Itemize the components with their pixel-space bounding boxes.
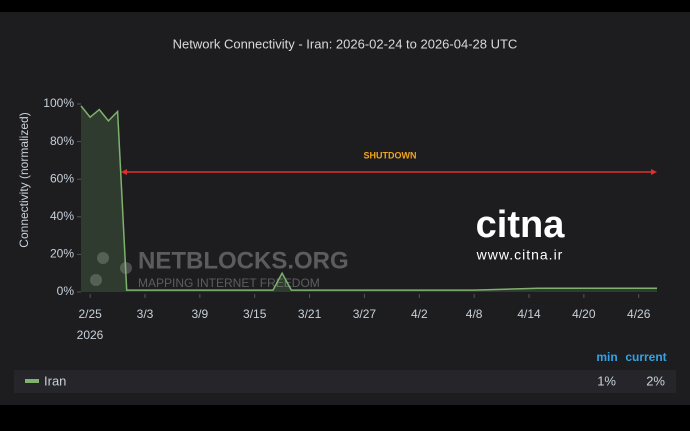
legend-row	[14, 370, 676, 393]
legend-label: Iran	[44, 373, 66, 388]
y-tick-label: 0%	[57, 284, 75, 298]
legend-header: min	[596, 350, 617, 364]
citna-url: www.citna.ir	[476, 247, 564, 263]
watermark-text: NETBLOCKS.ORG	[138, 247, 349, 274]
x-tick-label: 3/15	[243, 307, 267, 321]
line	[80, 105, 657, 291]
chart-title: Network Connectivity - Iran: 2026-02-24 …	[173, 36, 518, 51]
citna-logo: citna	[476, 204, 566, 246]
y-tick-label: 100%	[43, 96, 74, 110]
y-tick-label: 80%	[50, 134, 74, 148]
y-tick-label: 20%	[50, 247, 74, 261]
x-tick-label: 3/27	[353, 307, 377, 321]
panel	[0, 12, 690, 405]
x-tick-label: 4/8	[466, 307, 483, 321]
x-tick-label: 3/9	[192, 307, 209, 321]
y-tick-label: 40%	[50, 209, 74, 223]
legend-header: current	[625, 350, 666, 364]
x-tick-label: 2/25	[78, 307, 102, 321]
y-axis-title: Connectivity (normalized)	[17, 112, 31, 247]
x-tick-label: 3/3	[137, 307, 154, 321]
x-tick-label: 4/2	[411, 307, 428, 321]
logo-dot	[97, 252, 109, 264]
x-tick-label: 4/14	[517, 307, 541, 321]
annotation: SHUTDOWN	[364, 150, 417, 160]
x-tick-label: 4/20	[572, 307, 596, 321]
logo-dot	[90, 274, 102, 286]
legend-stat: 2%	[646, 373, 665, 388]
legend-stat: 1%	[597, 373, 616, 388]
watermark-text: MAPPING INTERNET FREEDOM	[138, 276, 320, 290]
x-year-label: 2026	[77, 328, 104, 342]
x-tick-label: 4/26	[627, 307, 651, 321]
x-tick-label: 3/21	[298, 307, 322, 321]
y-tick-label: 60%	[50, 171, 74, 185]
